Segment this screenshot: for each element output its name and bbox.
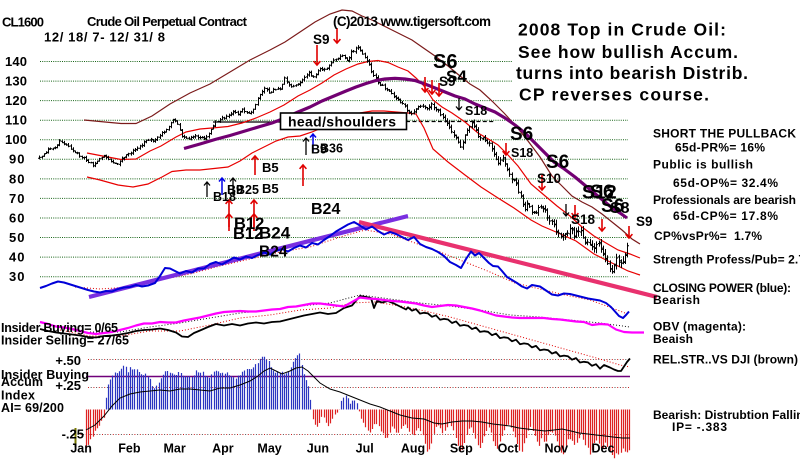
svg-text:40: 40 (9, 250, 25, 265)
svg-text:Insider Buying: Insider Buying (1, 368, 89, 382)
svg-text:Insider Selling= 27/65: Insider Selling= 27/65 (1, 334, 129, 348)
svg-text:SHORT THE PULLBACK: SHORT THE PULLBACK (653, 127, 796, 141)
svg-text:B18: B18 (213, 190, 236, 204)
svg-text:Insider Buying= 0/65: Insider Buying= 0/65 (1, 321, 118, 335)
svg-text:80: 80 (9, 171, 25, 186)
svg-text:30: 30 (9, 269, 25, 284)
svg-text:140: 140 (5, 54, 27, 69)
svg-text:65d-CP%= 17.8%: 65d-CP%= 17.8% (673, 209, 778, 223)
svg-text:Professionals are bearish: Professionals are bearish (653, 193, 796, 207)
svg-text:S18: S18 (465, 104, 487, 118)
svg-text:Dec: Dec (592, 442, 615, 456)
svg-text:Index: Index (1, 389, 35, 403)
svg-text:May: May (257, 442, 281, 456)
svg-text:See how bullish Accum.: See how bullish Accum. (518, 42, 738, 62)
svg-text:S18: S18 (571, 212, 596, 227)
svg-text:B36: B36 (320, 142, 343, 156)
svg-text:S6: S6 (590, 181, 614, 203)
svg-text:65d-PR%= 16%: 65d-PR%= 16% (675, 141, 765, 155)
svg-text:120: 120 (5, 93, 27, 108)
svg-text:CL1600: CL1600 (2, 15, 44, 30)
svg-text:Beaish: Beaish (653, 332, 693, 346)
svg-text:IP= -.383: IP= -.383 (672, 420, 727, 434)
svg-text:REL.STR..VS DJI (brown): REL.STR..VS DJI (brown) (653, 353, 798, 367)
svg-text:B24: B24 (259, 224, 291, 243)
svg-text:B24: B24 (311, 201, 340, 218)
svg-text:S4: S4 (446, 67, 467, 86)
svg-text:S9: S9 (439, 74, 456, 89)
svg-text:65d-OP%= 32.4%: 65d-OP%= 32.4% (673, 176, 778, 190)
svg-text:Aug: Aug (401, 442, 425, 456)
svg-text:CP reverses course.: CP reverses course. (519, 85, 709, 105)
svg-text:70: 70 (9, 191, 25, 206)
svg-text:60: 60 (9, 210, 25, 225)
svg-text:S6: S6 (510, 124, 533, 145)
svg-text:+.25: +.25 (55, 378, 81, 393)
svg-text:AI= 69/200: AI= 69/200 (1, 401, 64, 415)
svg-text:B9: B9 (311, 143, 327, 157)
svg-text:Jul: Jul (356, 442, 374, 456)
svg-text:Accum: Accum (1, 375, 43, 389)
svg-text:Bearish: Distrubtion Falling: Bearish: Distrubtion Falling (653, 408, 800, 422)
svg-text:130: 130 (5, 74, 27, 89)
svg-text:S9: S9 (636, 214, 653, 229)
svg-text:Bearish: Bearish (653, 293, 700, 307)
svg-text:B5: B5 (262, 160, 279, 175)
svg-text:B9: B9 (227, 183, 243, 197)
svg-text:CP%vsPr%= 1.7%: CP%vsPr%= 1.7% (654, 229, 762, 243)
svg-text:(C)2013 www.tigersoft.com: (C)2013 www.tigersoft.com (333, 14, 491, 29)
svg-text:CLOSING POWER (blue):: CLOSING POWER (blue): (653, 281, 791, 295)
svg-text:Feb: Feb (118, 442, 141, 456)
svg-text:S9: S9 (313, 32, 330, 47)
svg-text:Jan: Jan (70, 442, 92, 456)
svg-text:S6: S6 (433, 51, 457, 73)
svg-text:Crude Oil Perpetual Contract: Crude Oil Perpetual Contract (87, 14, 248, 29)
svg-text:110: 110 (5, 113, 27, 128)
svg-text:S6: S6 (546, 152, 569, 173)
svg-text:S10: S10 (537, 171, 561, 186)
svg-text:B12: B12 (233, 225, 263, 243)
svg-text:head/shoulders: head/shoulders (288, 114, 396, 130)
svg-text:12/ 18/ 7- 12/ 31/ 8: 12/ 18/ 7- 12/ 31/ 8 (44, 30, 165, 45)
svg-text:Sep: Sep (450, 442, 473, 456)
svg-text:B5: B5 (262, 181, 279, 196)
svg-text:2008 Top in Crude Oil:: 2008 Top in Crude Oil: (518, 20, 726, 40)
svg-text:50: 50 (9, 230, 25, 245)
svg-text:Jun: Jun (307, 442, 329, 456)
svg-text:Nov: Nov (544, 442, 568, 456)
svg-text:S6: S6 (601, 196, 624, 217)
svg-text:Apr: Apr (212, 442, 234, 456)
svg-text:B25: B25 (236, 183, 259, 197)
svg-text:OBV (magenta):: OBV (magenta): (653, 320, 746, 334)
svg-text:Public is bullish: Public is bullish (653, 158, 753, 172)
svg-text:90: 90 (9, 152, 25, 167)
svg-text:+.50: +.50 (55, 353, 81, 368)
svg-text:S18: S18 (511, 146, 533, 160)
svg-text:turns into bearish Distrib.: turns into bearish Distrib. (516, 63, 748, 83)
svg-text:Mar: Mar (163, 442, 185, 456)
svg-text:-.25: -.25 (62, 427, 84, 442)
svg-text:S12: S12 (582, 182, 617, 204)
svg-text:B24: B24 (259, 244, 288, 261)
svg-text:Strength Profess/Pub= 2.7: Strength Profess/Pub= 2.7 (653, 253, 800, 267)
svg-text:100: 100 (5, 132, 27, 147)
svg-text:B12: B12 (234, 215, 264, 233)
svg-text:Oct: Oct (498, 442, 520, 456)
svg-text:S8: S8 (610, 200, 630, 217)
